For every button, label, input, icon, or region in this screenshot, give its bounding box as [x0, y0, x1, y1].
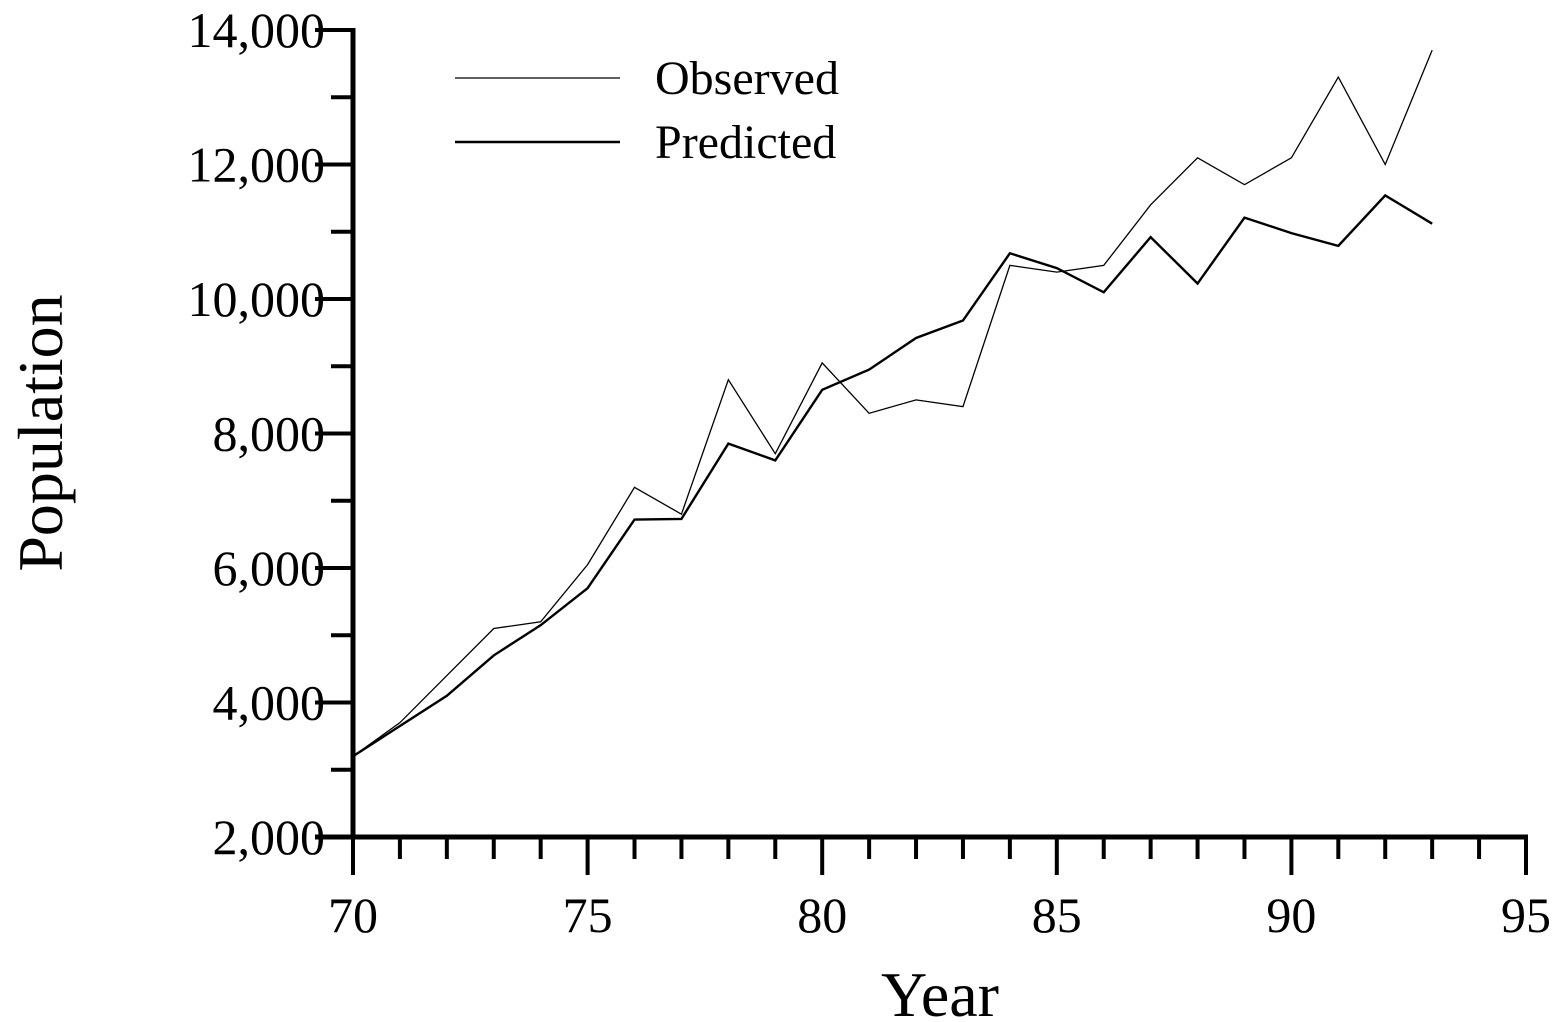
x-axis: 70 75 80 85 90 95 [315, 834, 1551, 943]
y-axis-title: Population [5, 294, 76, 571]
x-axis-title: Year [881, 959, 999, 1022]
series-lines [352, 49, 1433, 758]
x-tick-label: 85 [1032, 887, 1082, 943]
y-tick-label: 14,000 [188, 2, 326, 58]
x-tick-label: 75 [563, 887, 613, 943]
x-tick-label: 80 [797, 887, 847, 943]
legend-label-observed: Observed [655, 52, 839, 105]
predicted-line [352, 193, 1433, 758]
x-tick-label: 95 [1501, 887, 1551, 943]
legend-label-predicted: Predicted [655, 116, 836, 169]
y-tick-label: 8,000 [213, 406, 326, 462]
x-tick-label: 90 [1266, 887, 1316, 943]
y-tick-label: 10,000 [188, 271, 326, 327]
y-tick-label: 2,000 [213, 809, 326, 865]
observed-line [352, 49, 1433, 757]
y-axis: 2,000 4,000 6,000 8,000 10,000 12,000 14,000 [188, 2, 356, 865]
y-tick-label: 4,000 [213, 675, 326, 731]
y-tick-label: 12,000 [188, 137, 326, 193]
y-tick-label: 6,000 [213, 540, 326, 596]
legend: Observed Predicted [455, 52, 839, 169]
x-tick-label: 70 [328, 887, 378, 943]
